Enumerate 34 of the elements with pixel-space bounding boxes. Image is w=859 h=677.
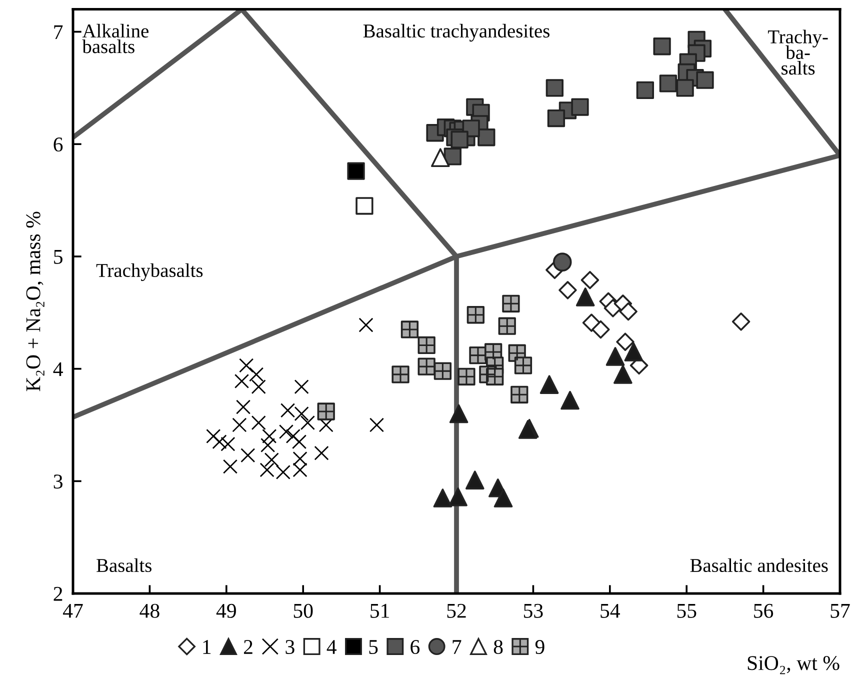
x-tick-label: 51 [370, 604, 389, 618]
legend-label: 5 [369, 640, 378, 654]
legend-label: 7 [452, 640, 462, 654]
x-axis-title: SiO₂, wt % [748, 656, 840, 674]
annotation: Trachy- ba- salts [768, 30, 828, 75]
annotation: Basaltic andesites [690, 558, 828, 572]
x-tick-label: 57 [830, 604, 850, 618]
x-tick-label: 48 [140, 604, 160, 618]
legend-label: 4 [326, 640, 336, 654]
x-tick-label: 54 [600, 604, 620, 618]
y-tick-label: 2 [54, 586, 62, 601]
annotation: Trachybasalts [96, 263, 203, 282]
x-tick-label: 53 [524, 604, 543, 618]
legend-label: 9 [535, 640, 544, 654]
legend-label: 3 [286, 640, 294, 654]
x-tick-label: 56 [754, 604, 774, 618]
legend-label: 2 [244, 640, 252, 654]
y-tick-label: 5 [54, 250, 62, 264]
x-tick-label: 47 [62, 604, 83, 618]
y-tick-label: 3 [54, 474, 62, 489]
y-axis-title: K₂O + Na₂O, mass % [26, 212, 44, 392]
annotation: Alkaline basalts [82, 24, 148, 54]
x-tick-label: 55 [677, 604, 696, 618]
y-tick-label: 4 [53, 362, 63, 376]
x-tick-label: 52 [447, 604, 466, 618]
legend-label: 1 [203, 640, 211, 654]
annotation: Basaltic trachyandesites [363, 24, 550, 42]
y-tick-label: 6 [54, 138, 63, 152]
annotation: Basalts [96, 558, 152, 572]
y-tick-label: 7 [54, 25, 63, 39]
legend-label: 6 [410, 640, 420, 654]
x-tick-label: 49 [216, 604, 236, 618]
legend-label: 8 [494, 640, 503, 654]
x-tick-label: 50 [294, 604, 313, 618]
